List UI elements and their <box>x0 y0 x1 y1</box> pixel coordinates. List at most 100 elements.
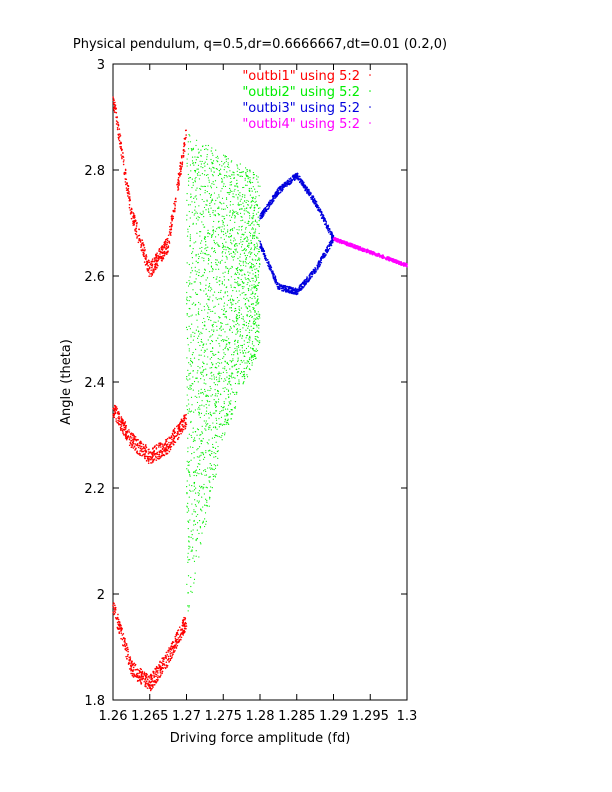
data-point-s0 <box>180 418 183 421</box>
data-point-s1 <box>238 229 240 231</box>
data-point-s0 <box>113 407 115 410</box>
data-point-s1 <box>251 287 253 289</box>
data-point-s1 <box>216 367 218 369</box>
data-point-s1 <box>238 308 240 310</box>
data-point-s0 <box>120 625 122 627</box>
data-point-s1 <box>202 328 204 330</box>
data-point-s2 <box>275 283 278 286</box>
data-point-s1 <box>239 334 242 336</box>
data-point-s2 <box>290 179 293 182</box>
data-point-s2 <box>259 215 261 217</box>
data-point-s0 <box>136 236 138 238</box>
data-point-s1 <box>197 381 199 383</box>
data-point-s1 <box>254 265 256 267</box>
data-point-s0 <box>158 256 161 259</box>
data-point-s1 <box>194 431 196 433</box>
data-point-s0 <box>148 266 151 269</box>
data-point-s0 <box>125 183 127 185</box>
data-point-s1 <box>215 199 217 202</box>
data-point-s0 <box>176 432 179 435</box>
data-point-s1 <box>214 250 216 252</box>
data-point-s1 <box>248 224 250 226</box>
data-point-s1 <box>254 230 256 232</box>
data-point-s1 <box>227 323 229 325</box>
data-point-s1 <box>186 468 188 470</box>
data-point-s2 <box>281 190 283 192</box>
data-point-s1 <box>210 319 212 322</box>
data-point-s1 <box>200 354 202 356</box>
data-point-s1 <box>249 337 251 339</box>
data-point-s1 <box>212 354 214 356</box>
data-point-s1 <box>254 228 257 230</box>
data-point-s0 <box>136 674 139 677</box>
data-point-s1 <box>211 270 213 272</box>
data-point-s1 <box>231 365 233 367</box>
data-point-s1 <box>246 283 248 286</box>
data-point-s0 <box>147 676 149 678</box>
data-point-s0 <box>169 446 172 449</box>
data-point-s1 <box>250 187 252 190</box>
data-point-s1 <box>189 386 191 388</box>
data-point-s1 <box>254 188 256 190</box>
data-point-s1 <box>244 247 246 250</box>
data-point-s1 <box>207 467 209 469</box>
data-point-s1 <box>231 160 233 162</box>
data-point-s1 <box>231 173 233 176</box>
data-point-s1 <box>251 196 253 199</box>
data-point-s2 <box>322 217 324 220</box>
data-point-s1 <box>249 215 251 217</box>
data-point-s1 <box>210 415 213 417</box>
data-point-s1 <box>234 188 236 191</box>
data-point-s1 <box>250 311 252 313</box>
data-point-s1 <box>204 185 207 188</box>
data-point-s0 <box>181 430 184 433</box>
data-point-s1 <box>202 506 204 508</box>
data-point-s1 <box>189 411 191 413</box>
data-point-s1 <box>198 406 200 408</box>
data-point-s2 <box>320 261 323 264</box>
data-point-s0 <box>129 196 131 198</box>
data-point-s0 <box>112 413 114 416</box>
data-point-s1 <box>205 474 208 476</box>
data-point-s1 <box>200 508 202 510</box>
data-point-s1 <box>253 253 256 255</box>
data-point-s1 <box>254 314 256 316</box>
data-point-s1 <box>237 383 239 385</box>
data-point-s1 <box>229 326 232 328</box>
data-point-s1 <box>199 281 201 284</box>
data-point-s1 <box>188 541 190 543</box>
data-point-s1 <box>191 323 193 325</box>
data-point-s0 <box>181 624 184 627</box>
data-point-s1 <box>193 485 195 487</box>
data-point-s0 <box>159 667 162 670</box>
data-point-s1 <box>234 287 236 289</box>
data-point-s1 <box>254 248 256 250</box>
data-point-s1 <box>220 372 222 374</box>
data-point-s1 <box>211 340 214 343</box>
data-point-s1 <box>224 415 226 417</box>
data-point-s1 <box>197 312 199 314</box>
data-point-s1 <box>196 434 198 436</box>
data-point-s1 <box>197 253 199 255</box>
data-point-s0 <box>114 604 116 607</box>
data-point-s1 <box>226 246 228 248</box>
data-point-s1 <box>205 241 207 243</box>
data-point-s1 <box>212 160 215 162</box>
data-point-s1 <box>201 440 203 442</box>
data-point-s2 <box>272 200 274 203</box>
data-point-s2 <box>271 199 273 202</box>
data-point-s1 <box>253 207 256 209</box>
data-point-s0 <box>173 427 176 430</box>
data-point-s1 <box>186 303 188 305</box>
data-point-s0 <box>129 437 131 439</box>
data-point-s1 <box>237 257 239 260</box>
data-point-s0 <box>173 209 176 211</box>
data-point-s1 <box>220 291 222 293</box>
data-point-s1 <box>206 200 208 202</box>
data-point-s1 <box>193 439 195 441</box>
data-point-s0 <box>148 451 150 453</box>
data-point-s1 <box>205 504 207 506</box>
data-point-s1 <box>205 383 207 385</box>
data-point-s0 <box>177 178 179 181</box>
data-point-s1 <box>237 344 240 347</box>
